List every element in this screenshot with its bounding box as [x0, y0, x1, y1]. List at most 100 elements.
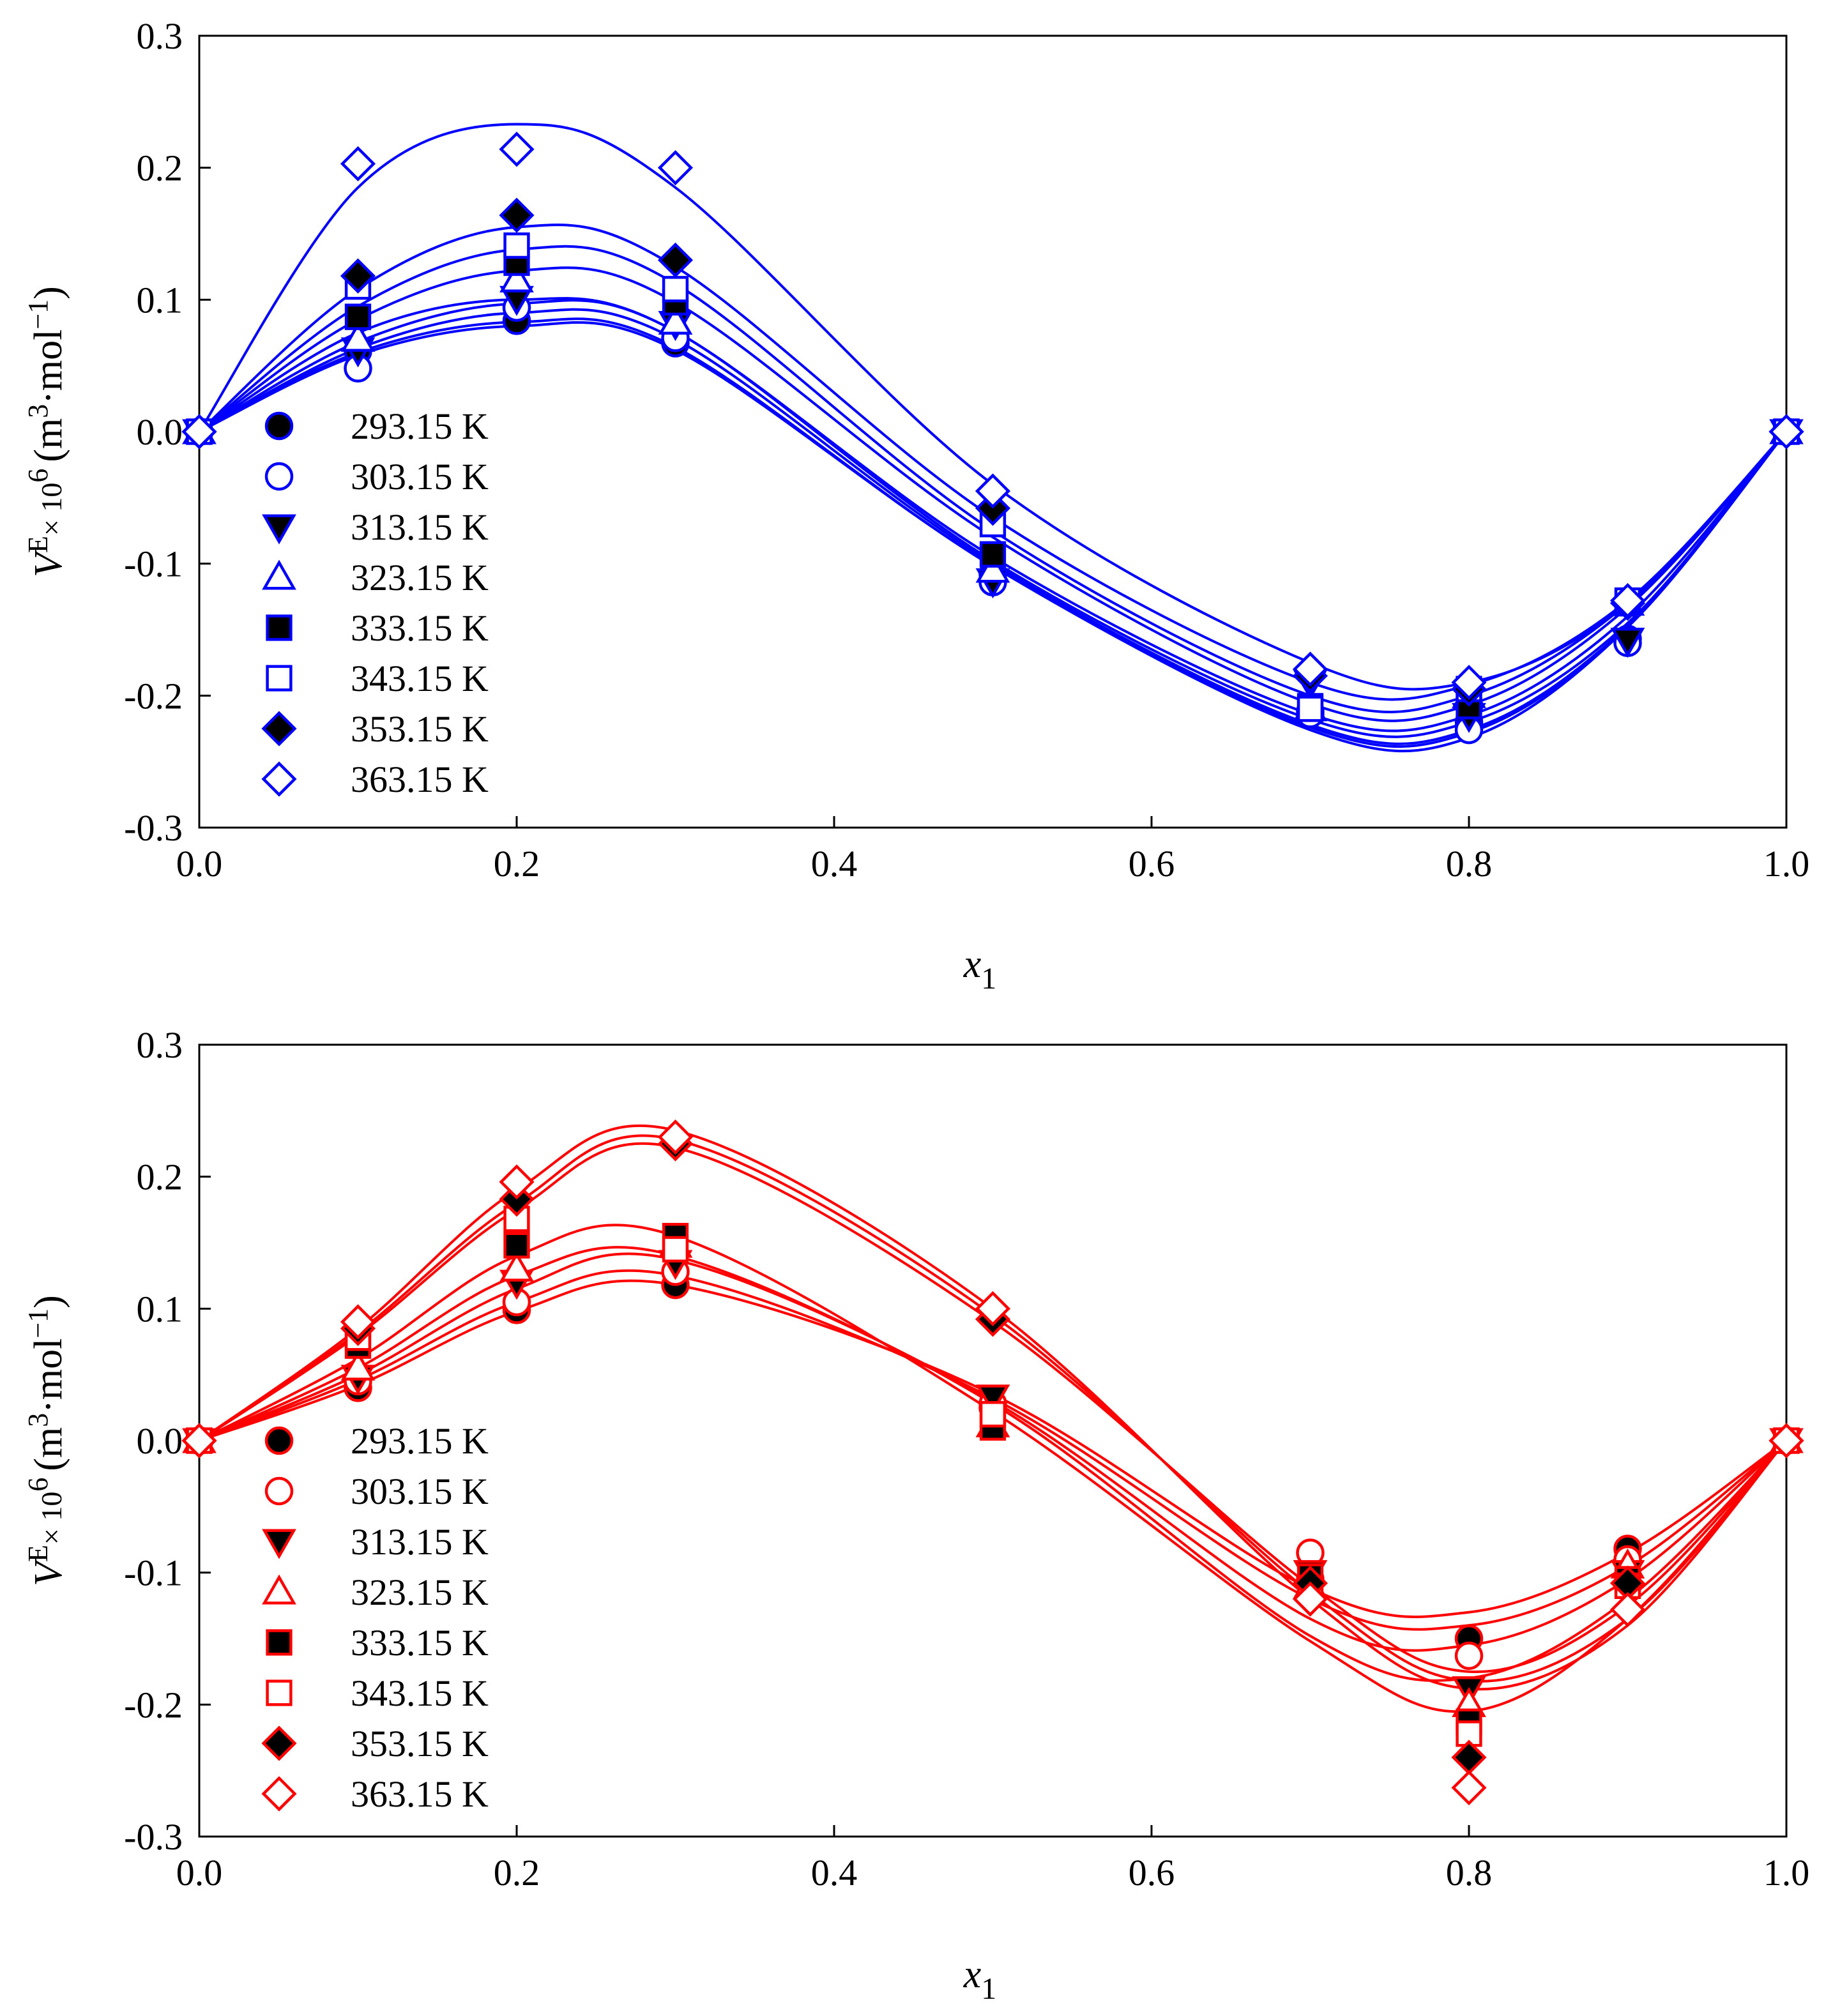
y-tick-label: 0.0 — [137, 1420, 183, 1462]
legend-label: 363.15 K — [351, 1773, 489, 1815]
fit-curve — [198, 123, 1788, 691]
legend-marker — [261, 711, 297, 747]
legend-marker — [261, 1725, 297, 1761]
data-markers — [181, 132, 1804, 745]
data-point — [1456, 1720, 1482, 1747]
data-point — [340, 258, 376, 294]
y-tick-label: 0.3 — [137, 1024, 183, 1066]
y-axis-title-sup: E — [22, 536, 54, 553]
x-tick-label: 1.0 — [1763, 843, 1810, 884]
data-markers — [181, 1119, 1804, 1806]
data-point — [1292, 1581, 1328, 1617]
legend: 293.15 K 303.15 K 313.15 K 323.15 K 333.15 K… — [261, 405, 489, 800]
legend-label: 343.15 K — [351, 1672, 489, 1714]
data-point — [1451, 1770, 1487, 1806]
data-point — [340, 1304, 376, 1340]
data-point — [499, 197, 535, 233]
data-point — [503, 232, 530, 259]
legend: 293.15 K 303.15 K 313.15 K 323.15 K 333.15 K… — [261, 1420, 489, 1815]
legend-label: 323.15 K — [351, 1572, 489, 1613]
x-tick-label: 0.4 — [811, 1852, 858, 1893]
data-point — [499, 1251, 534, 1282]
y-axis-title-unit-open: (m — [27, 1427, 70, 1471]
data-point — [1610, 628, 1645, 658]
y-axis-title-unit-open: (m — [27, 418, 70, 462]
data-point — [340, 321, 376, 352]
legend-label: 353.15 K — [351, 708, 489, 750]
legend-marker — [262, 514, 296, 545]
legend-label: 293.15 K — [351, 1420, 489, 1462]
data-point — [340, 146, 376, 182]
y-axis-title-unit-sup2: −1 — [22, 1308, 54, 1338]
y-tick-label: 0.0 — [137, 411, 183, 453]
data-point — [975, 552, 1010, 583]
legend-marker — [264, 1476, 294, 1506]
x-axis-title-sub: 1 — [981, 1972, 996, 2006]
legend-label: 303.15 K — [351, 456, 489, 497]
data-point — [975, 1291, 1011, 1326]
data-point — [979, 1401, 1007, 1428]
y-tick-label: -0.3 — [124, 1816, 183, 1858]
y-axis-title-unit-sup1: 3 — [22, 1413, 54, 1427]
x-tick-label: 0.8 — [1446, 843, 1493, 884]
y-tick-label: -0.2 — [124, 675, 183, 716]
y-axis-title-unit-mid: ·mol — [27, 330, 70, 404]
legend-marker — [266, 1629, 293, 1656]
y-tick-label: -0.3 — [124, 807, 183, 849]
legend-label: 313.15 K — [351, 506, 489, 548]
data-point — [503, 1232, 530, 1259]
data-point — [975, 473, 1011, 509]
data-point — [658, 304, 693, 335]
y-tick-label: -0.2 — [124, 1684, 183, 1725]
top-panel: 0.0 0.2 0.4 0.6 0.8 1.0 0.3 0.2 0.1 0.0 -0.1 -0.2 -0… — [22, 15, 1809, 996]
x-tick-label: 0.6 — [1129, 1852, 1175, 1893]
y-axis-title-unit-close: ) — [27, 286, 70, 299]
data-point — [975, 1384, 1010, 1415]
legend-marker — [261, 1776, 297, 1812]
y-tick-label: -0.1 — [124, 1552, 183, 1594]
y-axis-title-exp: 6 — [22, 1478, 54, 1492]
data-point — [181, 414, 217, 450]
data-point — [499, 132, 535, 167]
x-tick-label: 1.0 — [1763, 1852, 1810, 1893]
legend-marker — [261, 761, 297, 797]
legend-label: 343.15 K — [351, 658, 489, 699]
legend-label: 323.15 K — [351, 557, 489, 598]
x-axis-title-var: x — [963, 1953, 982, 1996]
y-tick-label: 0.3 — [137, 15, 183, 57]
y-axis-title-unit-sup1: 3 — [22, 404, 54, 418]
y-axis-title: VE× 106 (m3·mol−1) — [22, 286, 70, 577]
legend-label: 363.15 K — [351, 759, 489, 800]
data-point — [1768, 1423, 1804, 1459]
y-axis-title-unit-close: ) — [27, 1295, 70, 1308]
data-point — [1768, 414, 1804, 450]
fit-curve — [198, 266, 1788, 722]
data-point — [662, 1236, 689, 1262]
data-point — [657, 150, 694, 186]
series-36315 — [181, 132, 1804, 701]
x-axis-title-sub: 1 — [981, 962, 996, 996]
legend-marker — [266, 665, 293, 692]
y-axis-title-var: V — [27, 549, 70, 577]
data-point — [662, 276, 689, 303]
x-tick-label: 0.0 — [176, 1852, 223, 1893]
bottom-panel: 0.0 0.2 0.4 0.6 0.8 1.0 0.3 0.2 0.1 0.0 -0.1 -0.2 -0… — [22, 1024, 1809, 2006]
y-tick-label: 0.1 — [137, 1288, 183, 1330]
x-tick-label: 0.4 — [811, 843, 858, 884]
legend-marker — [264, 462, 294, 491]
legend-marker — [262, 1529, 296, 1559]
data-point — [344, 303, 372, 330]
y-axis-title-var: V — [27, 1558, 70, 1586]
x-tick-label: 0.2 — [494, 843, 540, 884]
data-point — [657, 242, 694, 278]
data-point — [1609, 1591, 1646, 1628]
legend-marker — [262, 559, 296, 590]
y-tick-label: 0.1 — [137, 279, 183, 321]
series-36315 — [181, 1119, 1804, 1806]
y-axis-title: VE× 106 (m3·mol−1) — [22, 1295, 70, 1586]
legend-label: 333.15 K — [351, 607, 489, 649]
data-point — [1609, 582, 1646, 619]
data-point — [1292, 651, 1328, 687]
legend-marker — [266, 614, 293, 641]
